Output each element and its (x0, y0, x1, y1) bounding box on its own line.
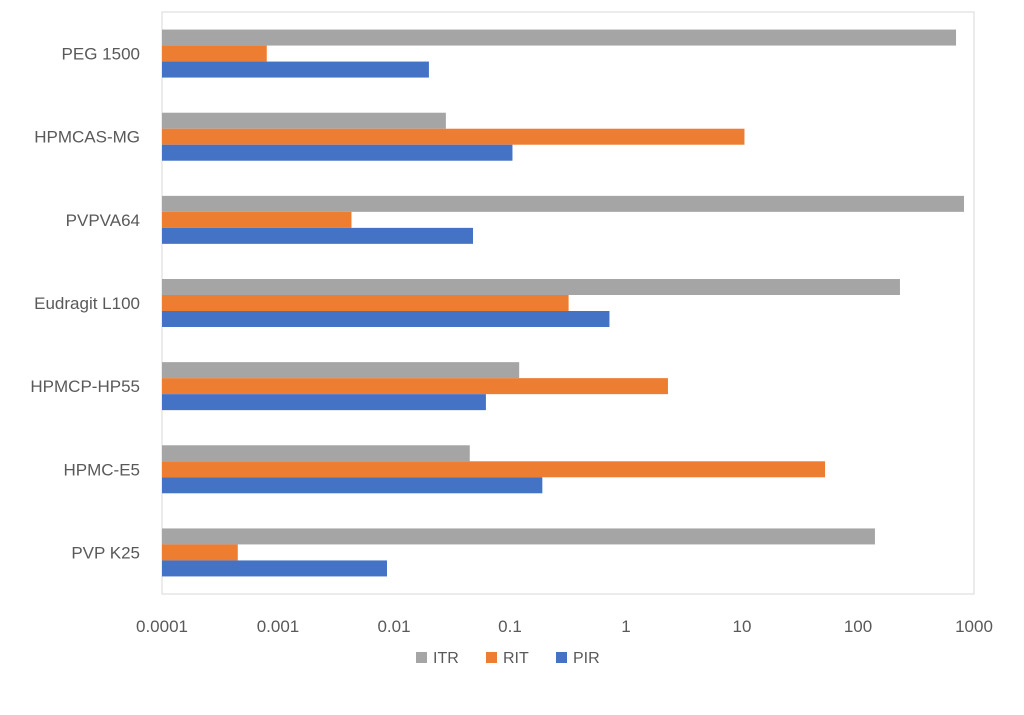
x-tick-label: 0.01 (377, 617, 410, 636)
legend-label-itr: ITR (433, 650, 459, 667)
bar-itr-0 (162, 29, 957, 46)
y-tick-label: HPMCAS-MG (34, 128, 140, 147)
x-tick-label: 100 (844, 617, 872, 636)
bar-pir-1 (162, 144, 513, 161)
bar-itr-2 (162, 195, 965, 212)
bar-rit-1 (162, 128, 745, 145)
bar-pir-4 (162, 394, 486, 411)
y-tick-label: HPMC-E5 (63, 460, 140, 479)
bar-itr-4 (162, 362, 520, 379)
y-tick-label: HPMCP-HP55 (30, 377, 140, 396)
x-tick-label: 1 (621, 617, 630, 636)
legend-label-pir: PIR (573, 650, 600, 667)
x-tick-label: 10 (733, 617, 752, 636)
bar-itr-6 (162, 528, 875, 545)
bar-itr-5 (162, 445, 470, 462)
bar-pir-6 (162, 560, 387, 577)
bar-pir-2 (162, 227, 474, 244)
bar-rit-4 (162, 378, 668, 395)
x-tick-label: 0.0001 (136, 617, 188, 636)
x-tick-label: 1000 (955, 617, 993, 636)
bar-rit-3 (162, 295, 569, 311)
bar-rit-2 (162, 211, 352, 228)
legend-swatch-itr (416, 652, 427, 663)
x-axis-labels: 0.0001 0.001 0.01 0.1 1 10 100 1000 (136, 617, 993, 636)
legend-label-rit: RIT (503, 650, 529, 667)
y-tick-label: Eudragit L100 (34, 294, 140, 313)
bar-rit-0 (162, 45, 267, 62)
legend-swatch-pir (556, 652, 567, 663)
x-tick-label: 0.1 (498, 617, 522, 636)
bars-group (162, 29, 965, 577)
y-tick-label: PVP K25 (71, 543, 140, 562)
bar-rit-5 (162, 461, 826, 478)
bar-pir-0 (162, 61, 429, 78)
bar-rit-6 (162, 544, 238, 561)
y-axis-labels: PEG 1500 HPMCAS-MG PVPVA64 Eudragit L100 HPM… (30, 45, 140, 563)
legend-swatch-rit (486, 652, 497, 663)
bar-pir-5 (162, 477, 543, 494)
bar-itr-3 (162, 279, 900, 295)
bar-itr-1 (162, 112, 446, 129)
bar-pir-3 (162, 311, 610, 327)
legend: ITR RIT PIR (416, 650, 600, 667)
y-tick-label: PEG 1500 (62, 45, 140, 64)
x-tick-label: 0.001 (257, 617, 300, 636)
y-tick-label: PVPVA64 (66, 211, 140, 230)
